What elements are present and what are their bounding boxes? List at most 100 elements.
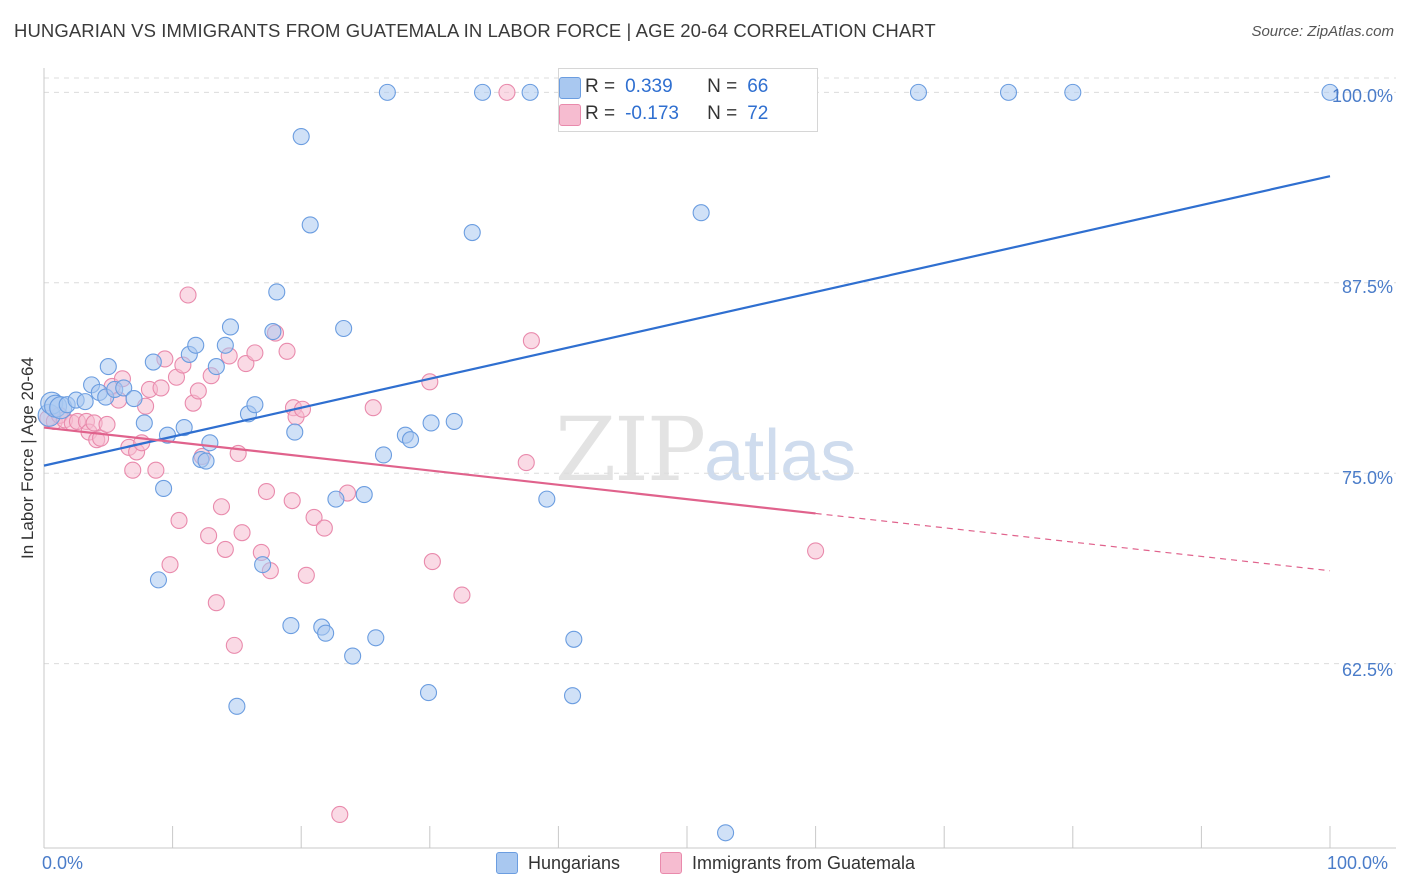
guatemala-point — [179, 286, 197, 304]
guatemala-point — [278, 342, 296, 360]
hungarian-point — [282, 617, 300, 635]
guatemala-point — [212, 498, 231, 516]
guatemala-r-label: R = — [585, 103, 616, 124]
hungarian-point — [301, 216, 319, 234]
legend-swatch-hungarians — [496, 852, 518, 874]
hungarian-point — [155, 479, 173, 498]
hungarian-point — [99, 358, 117, 376]
hungarian-point — [419, 684, 438, 702]
watermark: ZIPatlas — [555, 398, 856, 501]
hungarian-point — [254, 556, 272, 574]
trend-lines — [43, 175, 1331, 572]
hungarian-point — [216, 336, 234, 354]
source-label: Source: ZipAtlas.com — [1251, 23, 1394, 40]
hungarian-point — [367, 629, 385, 647]
hungarian-point — [335, 319, 353, 338]
hungarian-point — [378, 83, 396, 101]
hungarian-point — [563, 687, 582, 705]
hungarians-n-label: N = — [707, 76, 738, 97]
hungarian-point — [463, 223, 481, 242]
hungarian-point — [538, 490, 556, 508]
guatemala-point — [225, 636, 243, 654]
hungarians-r-value: 0.339 — [625, 76, 673, 97]
hungarian-point — [149, 571, 168, 589]
guatemala-point — [233, 524, 251, 542]
guatemala-point — [207, 594, 225, 612]
hungarian-point — [1064, 83, 1082, 101]
hungarian-point — [374, 446, 393, 464]
guatemala-point — [257, 482, 276, 501]
hungarian-point — [445, 412, 463, 430]
hungarians-n-value: 66 — [747, 76, 769, 97]
legend-swatch-guatemala — [660, 852, 682, 874]
hungarian-point — [207, 358, 225, 376]
series-hungarians — [37, 83, 1339, 842]
x-tick-100: 100.0% — [1327, 853, 1389, 873]
guatemala-trend-extension — [815, 512, 1331, 572]
hungarians-swatch — [559, 77, 581, 99]
hungarian-point — [187, 336, 205, 354]
guatemala-point — [517, 454, 535, 472]
y-tick-62-5: 62.5% — [1341, 660, 1393, 680]
legend-label-guatemala: Immigrants from Guatemala — [692, 852, 916, 873]
guatemala-r-value: -0.173 — [625, 103, 679, 124]
guatemala-point — [170, 511, 188, 530]
hungarian-point — [125, 390, 143, 408]
hungarian-point — [286, 423, 304, 441]
hungarian-point — [355, 486, 373, 504]
hungarian-point — [344, 647, 362, 665]
guatemala-point — [216, 540, 234, 558]
hungarian-point — [422, 414, 440, 432]
guatemala-swatch — [559, 104, 581, 126]
guatemala-point — [147, 461, 165, 479]
hungarian-point — [401, 431, 420, 449]
guatemala-point — [152, 379, 170, 397]
hungarian-point — [175, 418, 193, 437]
y-tick-75: 75.0% — [1341, 468, 1393, 488]
legend-label-hungarians: Hungarians — [528, 852, 621, 873]
legend-item-hungarians[interactable]: Hungarians — [496, 852, 620, 874]
chart-title: HUNGARIAN VS IMMIGRANTS FROM GUATEMALA I… — [14, 20, 936, 41]
watermark-zip: ZIP — [555, 398, 706, 501]
hungarian-point — [565, 630, 583, 648]
hungarian-point — [521, 83, 539, 101]
hungarian-point — [999, 83, 1018, 101]
guatemala-point — [98, 415, 116, 434]
hungarian-point — [246, 396, 264, 414]
guatemala-point — [200, 527, 218, 545]
guatemala-n-label: N = — [707, 103, 738, 124]
guatemala-point — [283, 492, 301, 510]
hungarian-point — [228, 697, 246, 715]
stats-box: R = 0.339 N = 66 R = -0.173 N = 72 — [558, 68, 818, 132]
hungarian-point — [221, 318, 240, 336]
guatemala-point — [305, 508, 323, 526]
hungarians-trend-line — [43, 175, 1331, 467]
legend-item-guatemala[interactable]: Immigrants from Guatemala — [660, 852, 915, 874]
y-tick-100: 100.0% — [1331, 86, 1393, 106]
hungarian-point — [201, 434, 219, 452]
guatemala-point — [423, 553, 441, 571]
hungarian-point — [909, 83, 928, 101]
hungarian-point — [692, 204, 710, 222]
hungarian-point — [1321, 83, 1339, 101]
hungarian-point — [317, 624, 335, 642]
y-axis-label: In Labor Force | Age 20-64 — [18, 357, 37, 559]
hungarian-point — [135, 414, 153, 432]
hungarian-point — [264, 323, 282, 341]
guatemala-point — [522, 332, 540, 350]
guatemala-point — [315, 519, 333, 537]
stats-row-hungarians: R = 0.339 N = 66 — [559, 75, 769, 99]
watermark-atlas: atlas — [704, 416, 857, 496]
guatemala-point — [807, 542, 825, 560]
guatemala-point — [421, 373, 439, 391]
hungarian-point — [144, 353, 162, 371]
guatemala-point — [364, 399, 382, 417]
guatemala-point — [331, 805, 349, 824]
guatemala-point — [124, 461, 142, 479]
stats-row-guatemala: R = -0.173 N = 72 — [559, 102, 768, 126]
y-tick-87-5: 87.5% — [1341, 277, 1393, 297]
hungarian-point — [292, 128, 310, 146]
hungarian-point — [717, 824, 735, 842]
series-guatemala — [39, 83, 825, 824]
